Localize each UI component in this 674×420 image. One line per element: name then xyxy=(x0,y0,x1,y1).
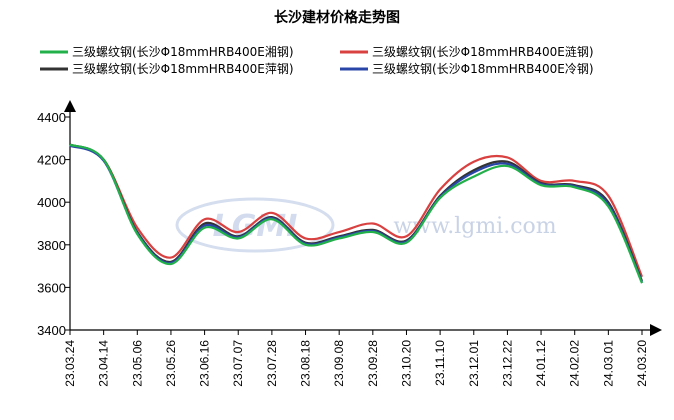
series-line-2 xyxy=(69,143,644,282)
x-tick-label: 23.12.01 xyxy=(467,340,481,387)
series-line-1 xyxy=(69,143,644,278)
x-tick-label: 23.06.16 xyxy=(198,340,212,387)
x-tick-label: 24.03.01 xyxy=(601,340,615,387)
x-tick-label: 23.05.06 xyxy=(130,340,144,387)
series-lines xyxy=(69,143,644,284)
x-tick-label: 23.09.28 xyxy=(366,340,380,387)
legend-entry-0: 三级螺纹钢(长沙Φ18mmHRB400E湘钢) xyxy=(40,44,294,59)
y-axis-arrow xyxy=(64,100,76,112)
x-tick-label: 23.07.07 xyxy=(231,340,245,387)
watermark-url: www.lgmi.com xyxy=(393,214,556,239)
legend-label: 三级螺纹钢(长沙Φ18mmHRB400E冷钢) xyxy=(372,62,594,76)
y-tick-label: 4400 xyxy=(37,110,66,125)
x-tick-label: 23.10.20 xyxy=(399,340,413,387)
legend-entry-3: 三级螺纹钢(长沙Φ18mmHRB400E冷钢) xyxy=(340,62,594,76)
x-tick-label: 24.03.20 xyxy=(635,340,649,387)
axes xyxy=(64,100,662,336)
y-tick-label: 4200 xyxy=(37,153,66,168)
y-tick-label: 3600 xyxy=(37,280,66,295)
x-tick-label: 23.09.08 xyxy=(332,340,346,387)
legend-entry-2: 三级螺纹钢(长沙Φ18mmHRB400E萍钢) xyxy=(40,62,294,76)
x-tick-label: 23.07.28 xyxy=(265,340,279,387)
series-line-0 xyxy=(69,143,644,284)
chart-title: 长沙建材价格走势图 xyxy=(274,9,400,26)
x-tick-label: 23.04.14 xyxy=(97,340,111,387)
y-ticks: 3400 3600 3800 4000 4200 4400 xyxy=(37,110,70,338)
legend-entry-1: 三级螺纹钢(长沙Φ18mmHRB400E涟钢) xyxy=(340,44,594,59)
legend-label: 三级螺纹钢(长沙Φ18mmHRB400E湘钢) xyxy=(72,44,294,59)
x-tick-label: 24.02.02 xyxy=(568,340,582,387)
x-tick-label: 23.03.24 xyxy=(63,340,77,387)
x-tick-label: 23.11.10 xyxy=(433,340,447,386)
y-tick-label: 4000 xyxy=(37,195,66,210)
x-tick-label: 23.12.22 xyxy=(500,340,514,387)
watermark-logo-ellipse xyxy=(175,197,335,253)
x-tick-label: 23.05.26 xyxy=(164,340,178,387)
legend: 三级螺纹钢(长沙Φ18mmHRB400E湘钢) 三级螺纹钢(长沙Φ18mmHRB4… xyxy=(40,44,594,76)
y-tick-label: 3400 xyxy=(37,323,66,338)
watermark: LGMI www.lgmi.com xyxy=(175,197,557,253)
x-tick-label: 24.01.12 xyxy=(534,340,548,387)
x-axis-arrow xyxy=(650,324,662,336)
x-tick-label: 23.08.18 xyxy=(299,340,313,387)
legend-label: 三级螺纹钢(长沙Φ18mmHRB400E萍钢) xyxy=(72,62,294,76)
legend-label: 三级螺纹钢(长沙Φ18mmHRB400E涟钢) xyxy=(372,44,594,59)
x-ticks: 23.03.24 23.04.14 23.05.06 23.05.26 23.06.16… xyxy=(63,330,649,387)
y-tick-label: 3800 xyxy=(37,238,66,253)
